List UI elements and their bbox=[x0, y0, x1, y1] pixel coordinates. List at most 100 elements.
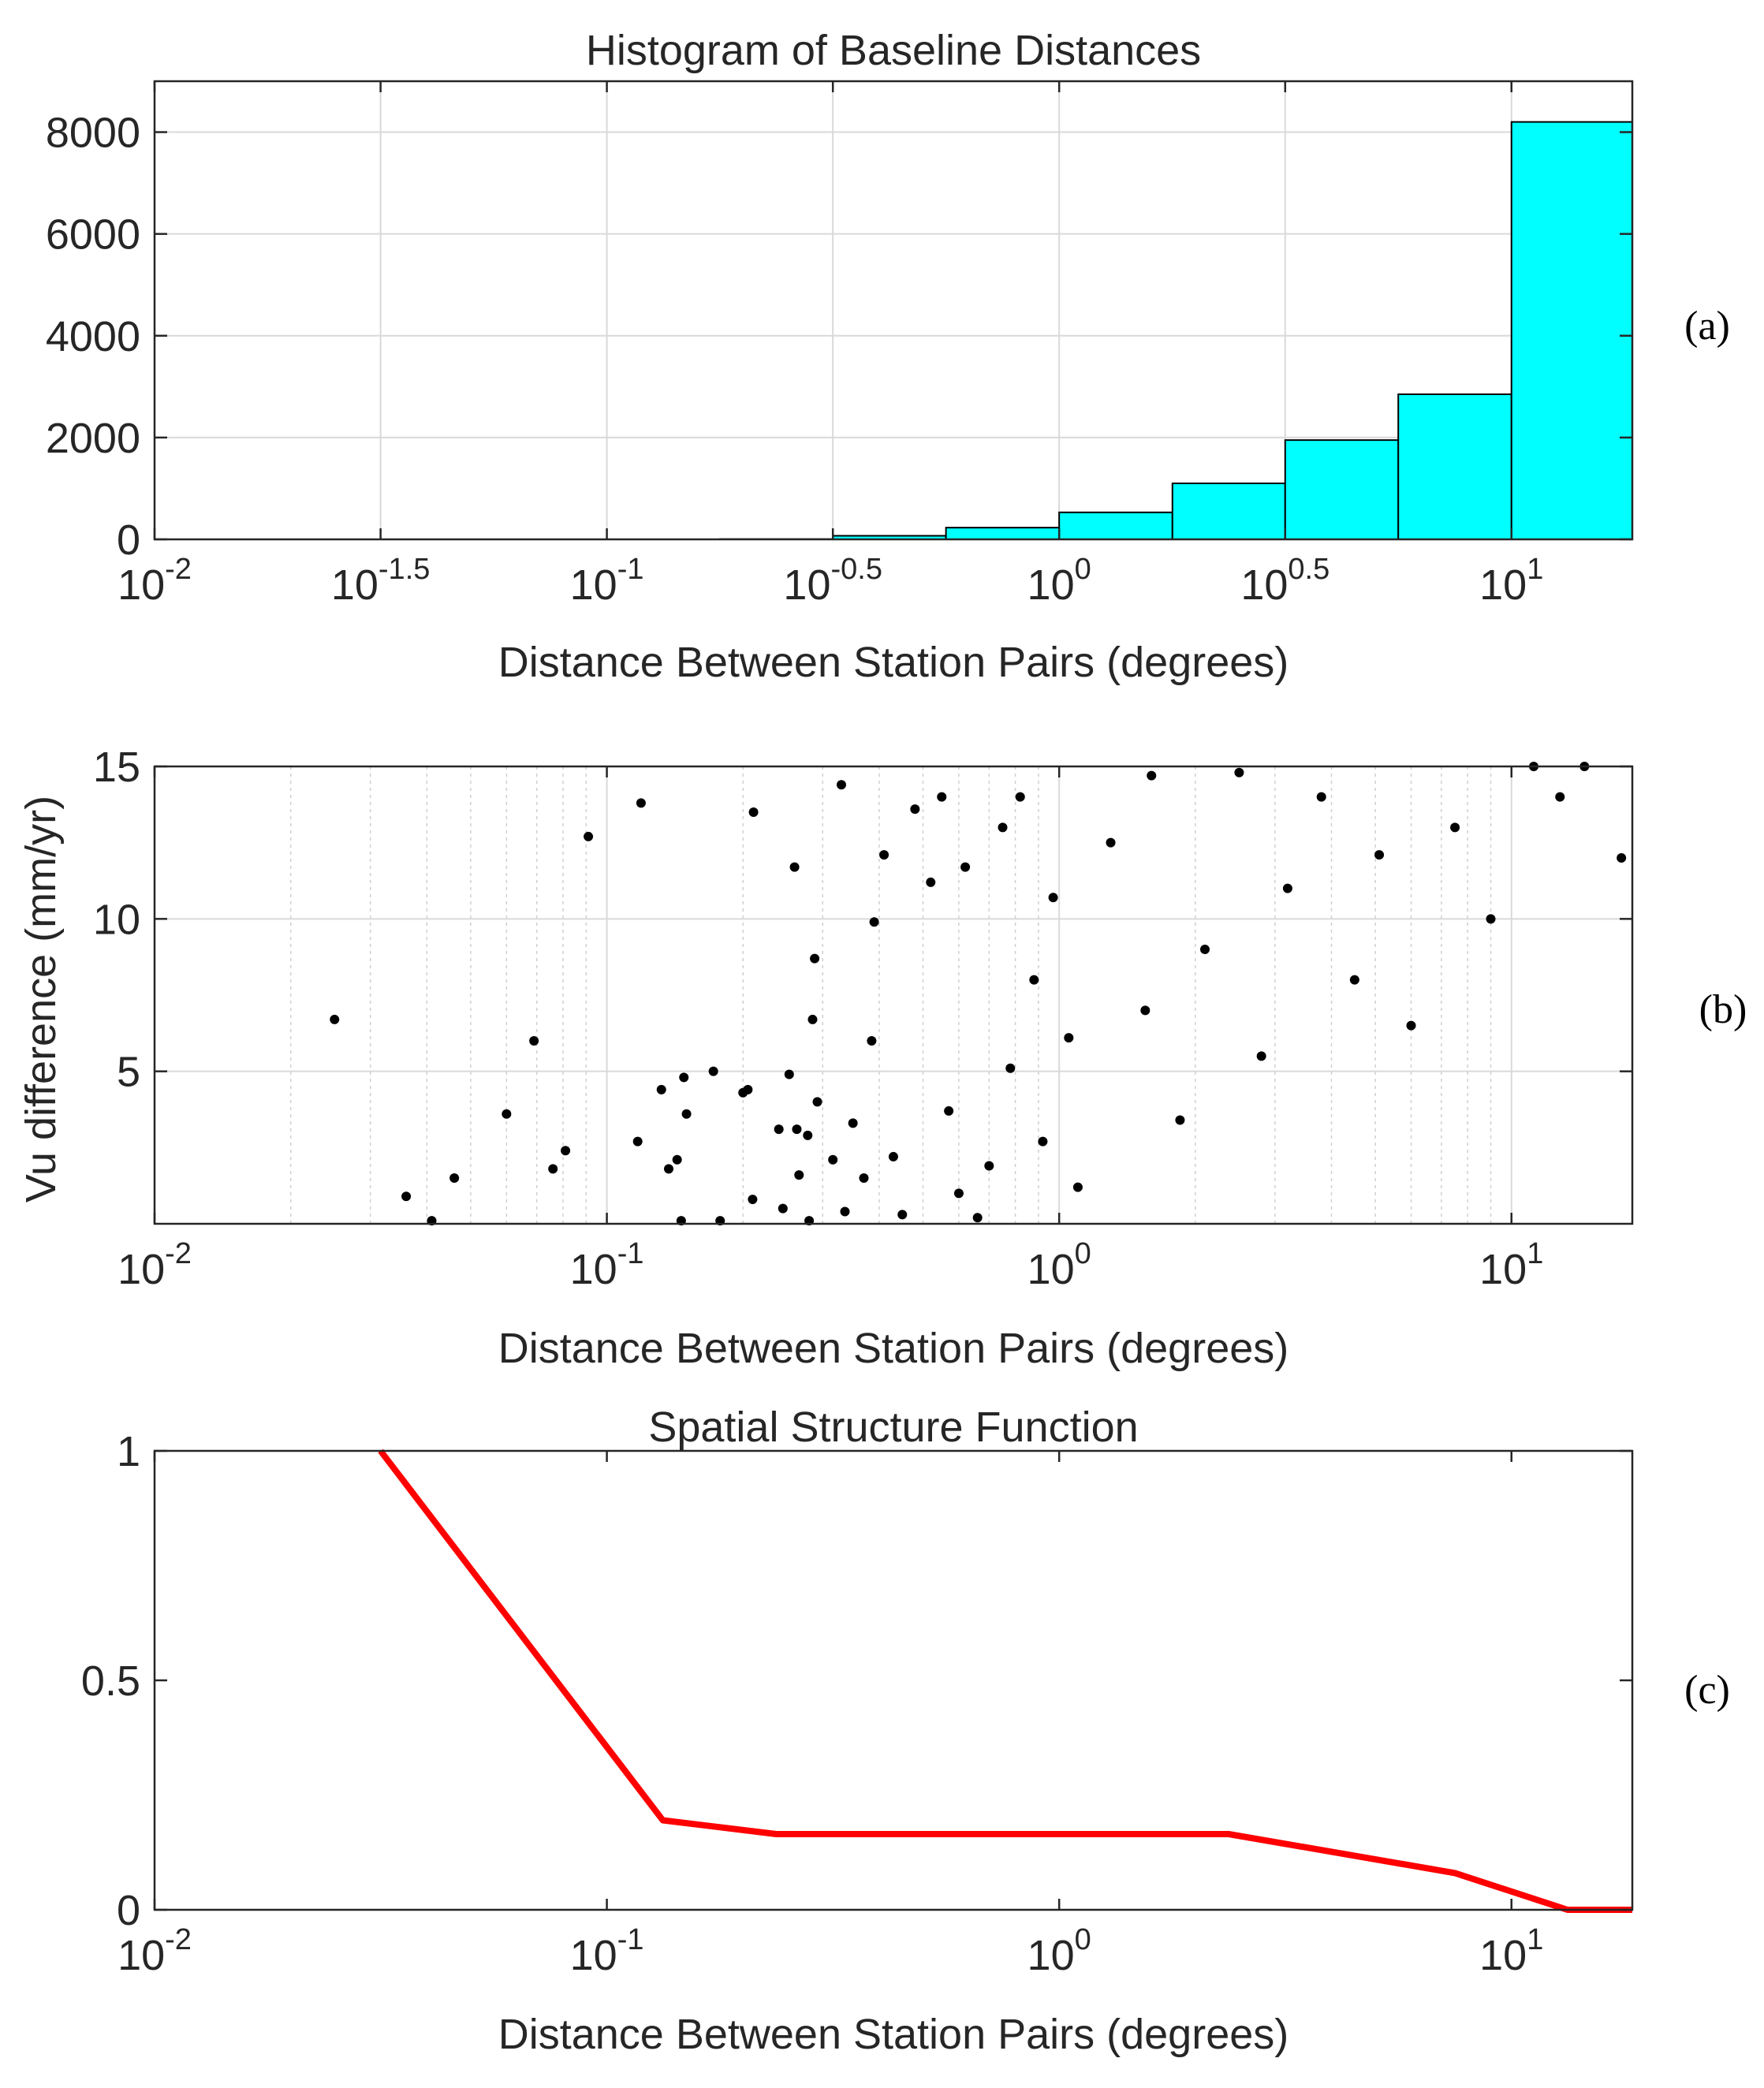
scatter-x-axis-label: Distance Between Station Pairs (degrees) bbox=[498, 1325, 1289, 1372]
scatter-point bbox=[859, 1173, 869, 1183]
x-tick-label: 10-1 bbox=[570, 1237, 644, 1293]
x-tick-label: 100 bbox=[1027, 1923, 1091, 1979]
structure-function-y-ticks: 00.51 bbox=[81, 1428, 1632, 1934]
scatter-point bbox=[897, 1210, 908, 1220]
x-tick-label: 10-1 bbox=[570, 553, 644, 609]
plot-frame bbox=[153, 765, 1634, 1225]
scatter-point bbox=[1234, 767, 1244, 777]
scatter-point bbox=[561, 1146, 571, 1156]
x-tick-label: 10-2 bbox=[117, 553, 192, 609]
scatter-point bbox=[1282, 883, 1292, 893]
structure-function-title: Spatial Structure Function bbox=[648, 1404, 1138, 1451]
x-tick-label: 100 bbox=[1027, 553, 1091, 609]
scatter-point bbox=[984, 1161, 994, 1171]
x-tick-label: 10-1.5 bbox=[331, 553, 431, 609]
histogram-bar bbox=[1171, 482, 1286, 540]
scatter-point bbox=[632, 1136, 643, 1147]
histogram-bar bbox=[1397, 393, 1512, 540]
scatter-point bbox=[502, 1109, 512, 1119]
histogram-y-ticks: 0 2000 4000 6000 8000 bbox=[46, 110, 1632, 564]
scatter-point bbox=[998, 822, 1008, 833]
scatter-point bbox=[664, 1164, 674, 1174]
scatter-point bbox=[910, 804, 920, 815]
scatter-point bbox=[888, 1151, 898, 1161]
scatter-axes bbox=[153, 765, 1634, 1225]
scatter-point bbox=[972, 1213, 983, 1223]
scatter-point bbox=[1617, 853, 1627, 863]
scatter-panel: 5 10 15 10-2 10-1 100 101 Vu difference (mm/y… bbox=[17, 744, 1747, 1372]
structure-function-axes bbox=[153, 1449, 1634, 1911]
scatter-point bbox=[810, 953, 820, 964]
scatter-point bbox=[656, 1084, 666, 1094]
scatter-point bbox=[1555, 792, 1565, 802]
scatter-point bbox=[708, 1066, 718, 1076]
scatter-point bbox=[1175, 1115, 1185, 1125]
scatter-point bbox=[828, 1154, 838, 1165]
scatter-point bbox=[1349, 975, 1359, 985]
scatter-x-ticks: 10-2 10-1 100 101 bbox=[117, 766, 1543, 1293]
y-tick-label: 0.5 bbox=[81, 1657, 140, 1705]
scatter-point bbox=[867, 1036, 877, 1046]
scatter-y-ticks: 5 10 15 bbox=[93, 744, 1632, 1096]
structure-function-x-ticks: 10-2 10-1 100 101 bbox=[117, 1451, 1543, 1979]
scatter-point bbox=[1199, 945, 1210, 954]
scatter-point bbox=[953, 1188, 964, 1199]
histogram-x-axis-label: Distance Between Station Pairs (degrees) bbox=[498, 639, 1289, 686]
y-tick-label: 6000 bbox=[46, 211, 140, 259]
histogram-bar bbox=[945, 527, 1061, 540]
scatter-point bbox=[840, 1206, 850, 1217]
scatter-point bbox=[1147, 770, 1157, 781]
scatter-point bbox=[1316, 792, 1326, 802]
scatter-point bbox=[784, 1069, 794, 1079]
scatter-point bbox=[1106, 837, 1116, 848]
scatter-point bbox=[330, 1014, 340, 1024]
scatter-point bbox=[803, 1130, 813, 1140]
scatter-point bbox=[1064, 1033, 1074, 1043]
scatter-point bbox=[1450, 822, 1460, 833]
panel-label-a: (a) bbox=[1684, 304, 1730, 349]
scatter-point bbox=[529, 1036, 539, 1046]
histogram-bar bbox=[1510, 121, 1634, 540]
scatter-point bbox=[748, 807, 759, 817]
structure-function-panel: Spatial Structure Function 00.51 10-2 10-… bbox=[81, 1404, 1730, 2058]
scatter-point bbox=[401, 1191, 412, 1202]
x-tick-label: 101 bbox=[1479, 1923, 1543, 1979]
scatter-point bbox=[548, 1164, 558, 1174]
scatter-point bbox=[869, 917, 879, 927]
y-tick-label: 1 bbox=[117, 1428, 140, 1475]
x-tick-label: 100 bbox=[1027, 1237, 1091, 1293]
scatter-point bbox=[743, 1084, 753, 1094]
scatter-point bbox=[774, 1124, 784, 1135]
scatter-point bbox=[1140, 1005, 1151, 1016]
y-tick-label: 2000 bbox=[46, 415, 140, 462]
panel-label-c: (c) bbox=[1684, 1668, 1730, 1713]
histogram-panel: Histogram of Baseline Distances 0 2000 400… bbox=[46, 27, 1730, 686]
plot-frame bbox=[153, 80, 1634, 541]
panel-label-b: (b) bbox=[1699, 987, 1747, 1032]
histogram-bars bbox=[719, 121, 1634, 541]
scatter-point bbox=[449, 1173, 460, 1183]
scatter-point bbox=[1005, 1063, 1016, 1073]
x-tick-label: 10-2 bbox=[117, 1923, 192, 1979]
scatter-point bbox=[937, 792, 947, 802]
x-tick-label: 10-0.5 bbox=[783, 553, 882, 609]
structure-function-line bbox=[378, 1449, 1632, 1913]
histogram-axes bbox=[153, 80, 1634, 541]
scatter-point bbox=[1256, 1051, 1266, 1061]
scatter-point bbox=[807, 1014, 818, 1024]
scatter-point bbox=[792, 1124, 802, 1135]
scatter-point bbox=[679, 1072, 689, 1083]
x-tick-label: 101 bbox=[1479, 1237, 1543, 1293]
y-tick-label: 0 bbox=[117, 516, 140, 564]
y-tick-label: 8000 bbox=[46, 110, 140, 157]
scatter-y-axis-label: Vu difference (mm/yr) bbox=[17, 796, 65, 1202]
x-tick-label: 10-2 bbox=[117, 1237, 192, 1293]
scatter-point bbox=[960, 862, 971, 872]
structure-function-series bbox=[378, 1449, 1632, 1913]
scatter-point bbox=[789, 862, 800, 872]
histogram-x-ticks: 10-2 10-1.5 10-1 10-0.5 100 100.5 101 bbox=[117, 81, 1543, 609]
y-tick-label: 5 bbox=[117, 1049, 140, 1096]
scatter-point bbox=[944, 1106, 954, 1116]
scatter-point bbox=[1486, 914, 1496, 924]
scatter-points bbox=[330, 762, 1627, 1226]
